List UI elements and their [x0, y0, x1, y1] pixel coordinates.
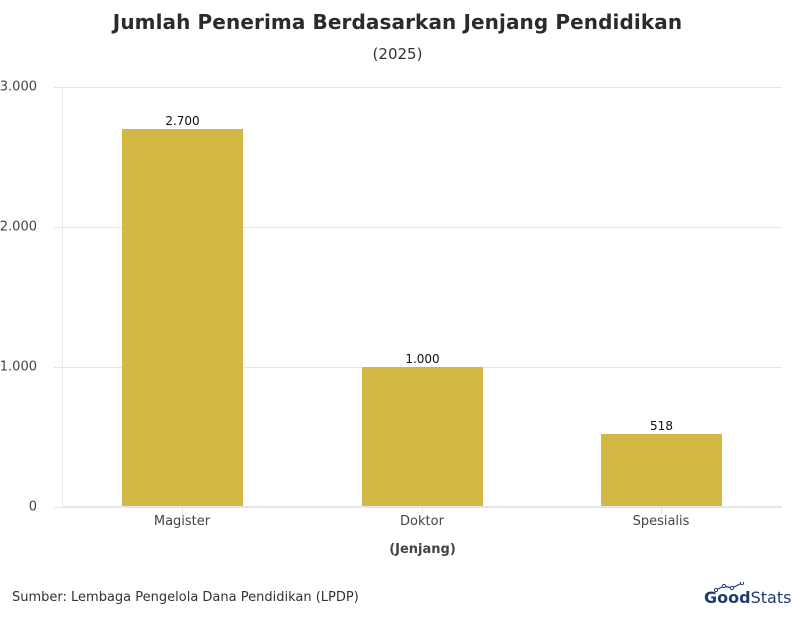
xtick-label-magister: Magister: [153, 514, 211, 529]
logo-good-text: Good: [704, 588, 751, 607]
bar-spesialis[interactable]: [601, 434, 722, 507]
ytick-2000: [54, 227, 62, 228]
xtick-magister: [182, 508, 183, 514]
ytick-3000: [54, 87, 62, 88]
chart-subtitle: (2025): [372, 45, 423, 63]
xtick-spesialis: [661, 508, 662, 514]
logo-stats-text: Stats: [750, 588, 792, 607]
chart-title: Jumlah Penerima Berdasarkan Jenjang Pend…: [112, 10, 683, 34]
y-axis-line: [62, 87, 63, 507]
trend-line-icon: [714, 582, 745, 592]
bar-doktor[interactable]: [362, 367, 483, 507]
ytick-1000: [54, 367, 62, 368]
ytick-label-2000: 2.000: [0, 219, 37, 235]
ytick-label-1000: 1.000: [0, 359, 37, 375]
xtick-label-spesialis: Spesialis: [632, 514, 690, 529]
bar-label-doktor: 1.000: [405, 352, 440, 366]
ytick-0: [54, 507, 62, 508]
x-axis-line: [62, 506, 782, 508]
ytick-label-0: 0: [28, 499, 37, 515]
ytick-label-3000: 3.000: [0, 79, 37, 95]
bar-magister[interactable]: [122, 129, 243, 507]
bar-label-magister: 2.700: [165, 114, 200, 128]
xtick-label-doktor: Doktor: [400, 514, 444, 529]
source-note: Sumber: Lembaga Pengelola Dana Pendidika…: [12, 590, 359, 605]
x-axis-title: (Jenjang): [389, 542, 456, 557]
bar-label-spesialis: 518: [650, 419, 673, 433]
xtick-doktor: [422, 508, 423, 514]
gridline-2000: [62, 227, 782, 228]
goodstats-logo: GoodStats: [704, 582, 792, 607]
plot-area: 3.000 2.000 1.000 0 2.700 1.000 518: [0, 80, 782, 515]
gridline-3000: [62, 87, 782, 88]
